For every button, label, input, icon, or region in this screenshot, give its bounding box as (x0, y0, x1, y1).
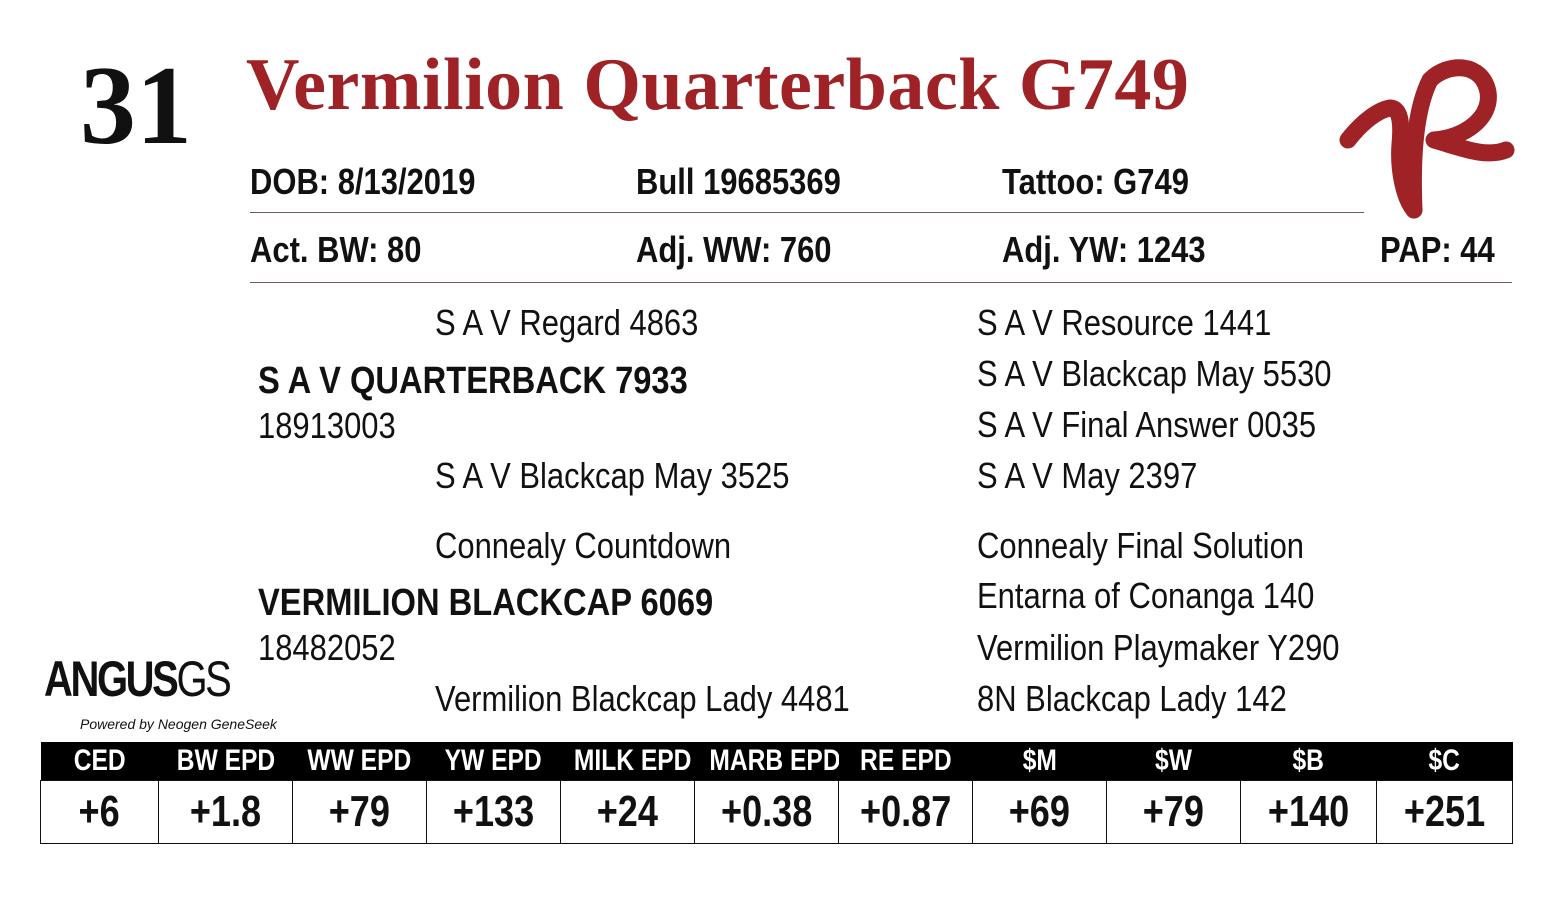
angus-gs-wordmark: ANGUSGS (44, 651, 232, 707)
epd-header: BW EPD (158, 742, 293, 781)
epd-value: +140 (1240, 780, 1377, 844)
pap-score: PAP: 44 (1380, 229, 1495, 270)
sire-name: S A V QUARTERBACK 7933 (258, 360, 688, 402)
epd-value-text: +0.87 (859, 787, 952, 836)
epd-header: MARB EPD (694, 742, 839, 781)
sire-sire: S A V Regard 4863 (435, 302, 699, 343)
epd-value: +79 (292, 780, 427, 844)
pedigree-ancestor: S A V Blackcap May 5530 (977, 353, 1332, 394)
epd-value: +1.8 (158, 780, 293, 844)
epd-header-text: YW EPD (444, 744, 543, 777)
epd-header-text: $W (1155, 744, 1192, 777)
epd-value: +6 (40, 780, 159, 844)
dam-name: VERMILION BLACKCAP 6069 (258, 582, 714, 624)
epd-header: RE EPD (838, 742, 973, 781)
pedigree-ancestor: S A V Final Answer 0035 (977, 404, 1317, 445)
pedigree-ancestor: Vermilion Playmaker Y290 (977, 627, 1340, 668)
epd-header: $C (1376, 742, 1513, 781)
epd-value-text: +69 (1008, 787, 1071, 836)
lot-number: 31 (80, 44, 192, 168)
epd-value-text: +6 (78, 787, 121, 836)
epd-value-row: +6 +1.8 +79 +133 +24 +0.38 +0.87 +69 +79… (40, 780, 1513, 844)
epd-value-text: +140 (1267, 787, 1350, 836)
divider-line (250, 212, 1364, 213)
epd-value: +69 (972, 780, 1107, 844)
epd-header: $B (1240, 742, 1377, 781)
epd-header-row: CED BW EPD WW EPD YW EPD MILK EPD MARB E… (40, 742, 1513, 781)
epd-header-text: MARB EPD (708, 744, 839, 777)
badge-suffix: GS (176, 651, 231, 707)
epd-value-text: +79 (328, 787, 391, 836)
registration-number: Bull 19685369 (636, 161, 841, 202)
adjusted-weaning-weight: Adj. WW: 760 (636, 229, 832, 270)
epd-value-text: +0.38 (720, 787, 813, 836)
epd-header-text: $M (1022, 744, 1057, 777)
badge-tagline: Powered by Neogen GeneSeek (80, 716, 277, 732)
sire-registration: 18913003 (258, 405, 396, 446)
epd-header-text: MILK EPD (573, 744, 691, 777)
epd-header: YW EPD (426, 742, 561, 781)
epd-value: +79 (1106, 780, 1241, 844)
dam-registration: 18482052 (258, 627, 396, 668)
dam-sire: Connealy Countdown (435, 525, 732, 566)
animal-name: Vermilion Quarterback G749 (246, 44, 1190, 126)
epd-header-text: RE EPD (859, 744, 952, 777)
epd-header-text: $B (1292, 744, 1325, 777)
epd-header: MILK EPD (560, 742, 695, 781)
epd-value-text: +79 (1142, 787, 1205, 836)
angus-gs-badge: ANGUSGS Powered by Neogen GeneSeek (44, 651, 277, 732)
sire-dam: S A V Blackcap May 3525 (435, 455, 790, 496)
dob-label: DOB: 8/13/2019 (250, 161, 476, 202)
epd-value-text: +133 (452, 787, 535, 836)
epd-value: +251 (1376, 780, 1513, 844)
adjusted-yearling-weight: Adj. YW: 1243 (1002, 229, 1206, 270)
epd-value: +24 (560, 780, 695, 844)
tattoo-label: Tattoo: G749 (1002, 161, 1189, 202)
epd-header-text: BW EPD (176, 744, 275, 777)
epd-header: $M (972, 742, 1107, 781)
divider-line (250, 282, 1512, 283)
epd-value-text: +1.8 (189, 787, 262, 836)
epd-value: +0.87 (838, 780, 973, 844)
epd-header-text: CED (73, 744, 126, 777)
pedigree-ancestor: S A V May 2397 (977, 455, 1198, 496)
ranch-brand-logo-icon (1330, 52, 1520, 227)
pedigree-ancestor: Entarna of Conanga 140 (977, 575, 1315, 616)
epd-header-text: WW EPD (307, 744, 412, 777)
pedigree-ancestor: Connealy Final Solution (977, 525, 1305, 566)
epd-value: +133 (426, 780, 561, 844)
epd-value: +0.38 (694, 780, 839, 844)
epd-header: $W (1106, 742, 1241, 781)
badge-word: ANGUS (44, 651, 179, 707)
epd-header-text: $C (1428, 744, 1461, 777)
pedigree-ancestor: 8N Blackcap Lady 142 (977, 678, 1287, 719)
epd-value-text: +24 (596, 787, 659, 836)
epd-header: CED (40, 742, 159, 781)
dam-dam: Vermilion Blackcap Lady 4481 (435, 678, 850, 719)
epd-value-text: +251 (1403, 787, 1486, 836)
epd-table: CED BW EPD WW EPD YW EPD MILK EPD MARB E… (40, 742, 1513, 844)
pedigree-ancestor: S A V Resource 1441 (977, 302, 1272, 343)
epd-header: WW EPD (292, 742, 427, 781)
actual-birth-weight: Act. BW: 80 (250, 229, 422, 270)
